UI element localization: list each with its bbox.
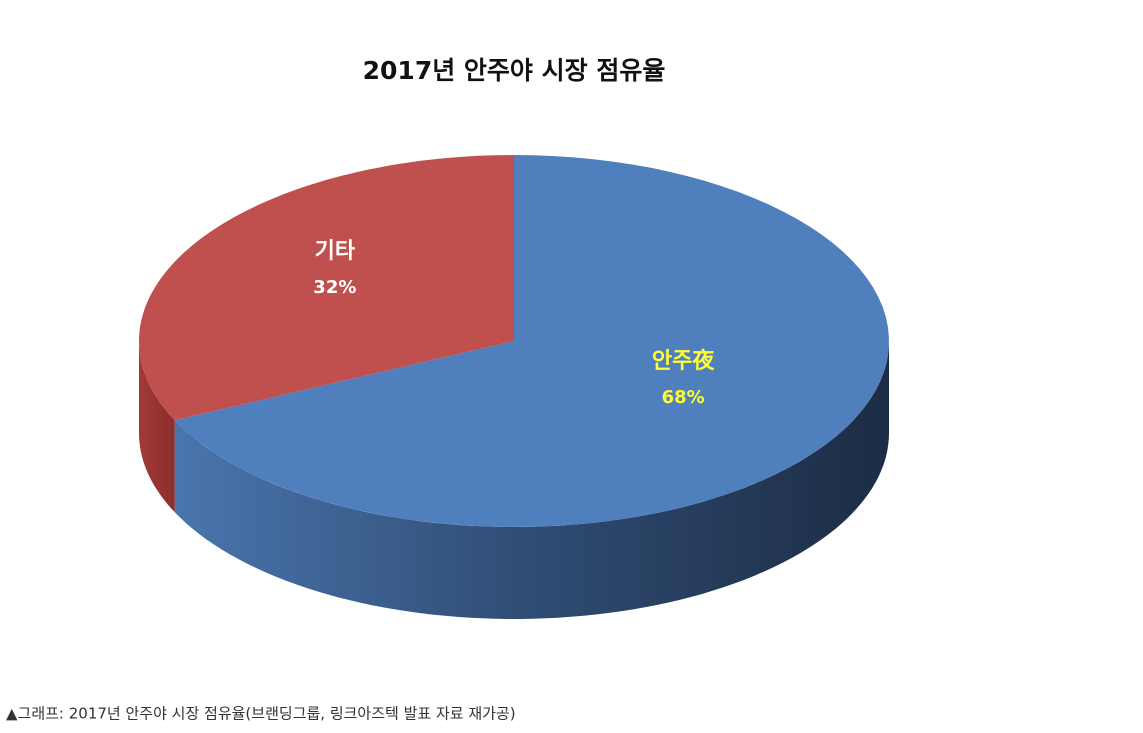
slice bbox=[139, 155, 514, 421]
chart-title: 2017년 안주야 시장 점유율 bbox=[363, 56, 666, 85]
slice-side bbox=[174, 341, 889, 619]
value-label: 32% bbox=[313, 277, 356, 298]
slice-label: 기타 bbox=[315, 239, 356, 264]
slice bbox=[174, 155, 889, 527]
slice-side bbox=[139, 341, 175, 513]
caption: ▲그래프: 2017년 안주야 시장 점유율(브랜딩그룹, 링크아즈텍 발표 자… bbox=[6, 705, 516, 723]
pie: 안주夜 68% 기타 32% bbox=[139, 155, 889, 619]
value-label: 68% bbox=[662, 387, 705, 408]
slice-label: 안주夜 bbox=[652, 348, 715, 374]
